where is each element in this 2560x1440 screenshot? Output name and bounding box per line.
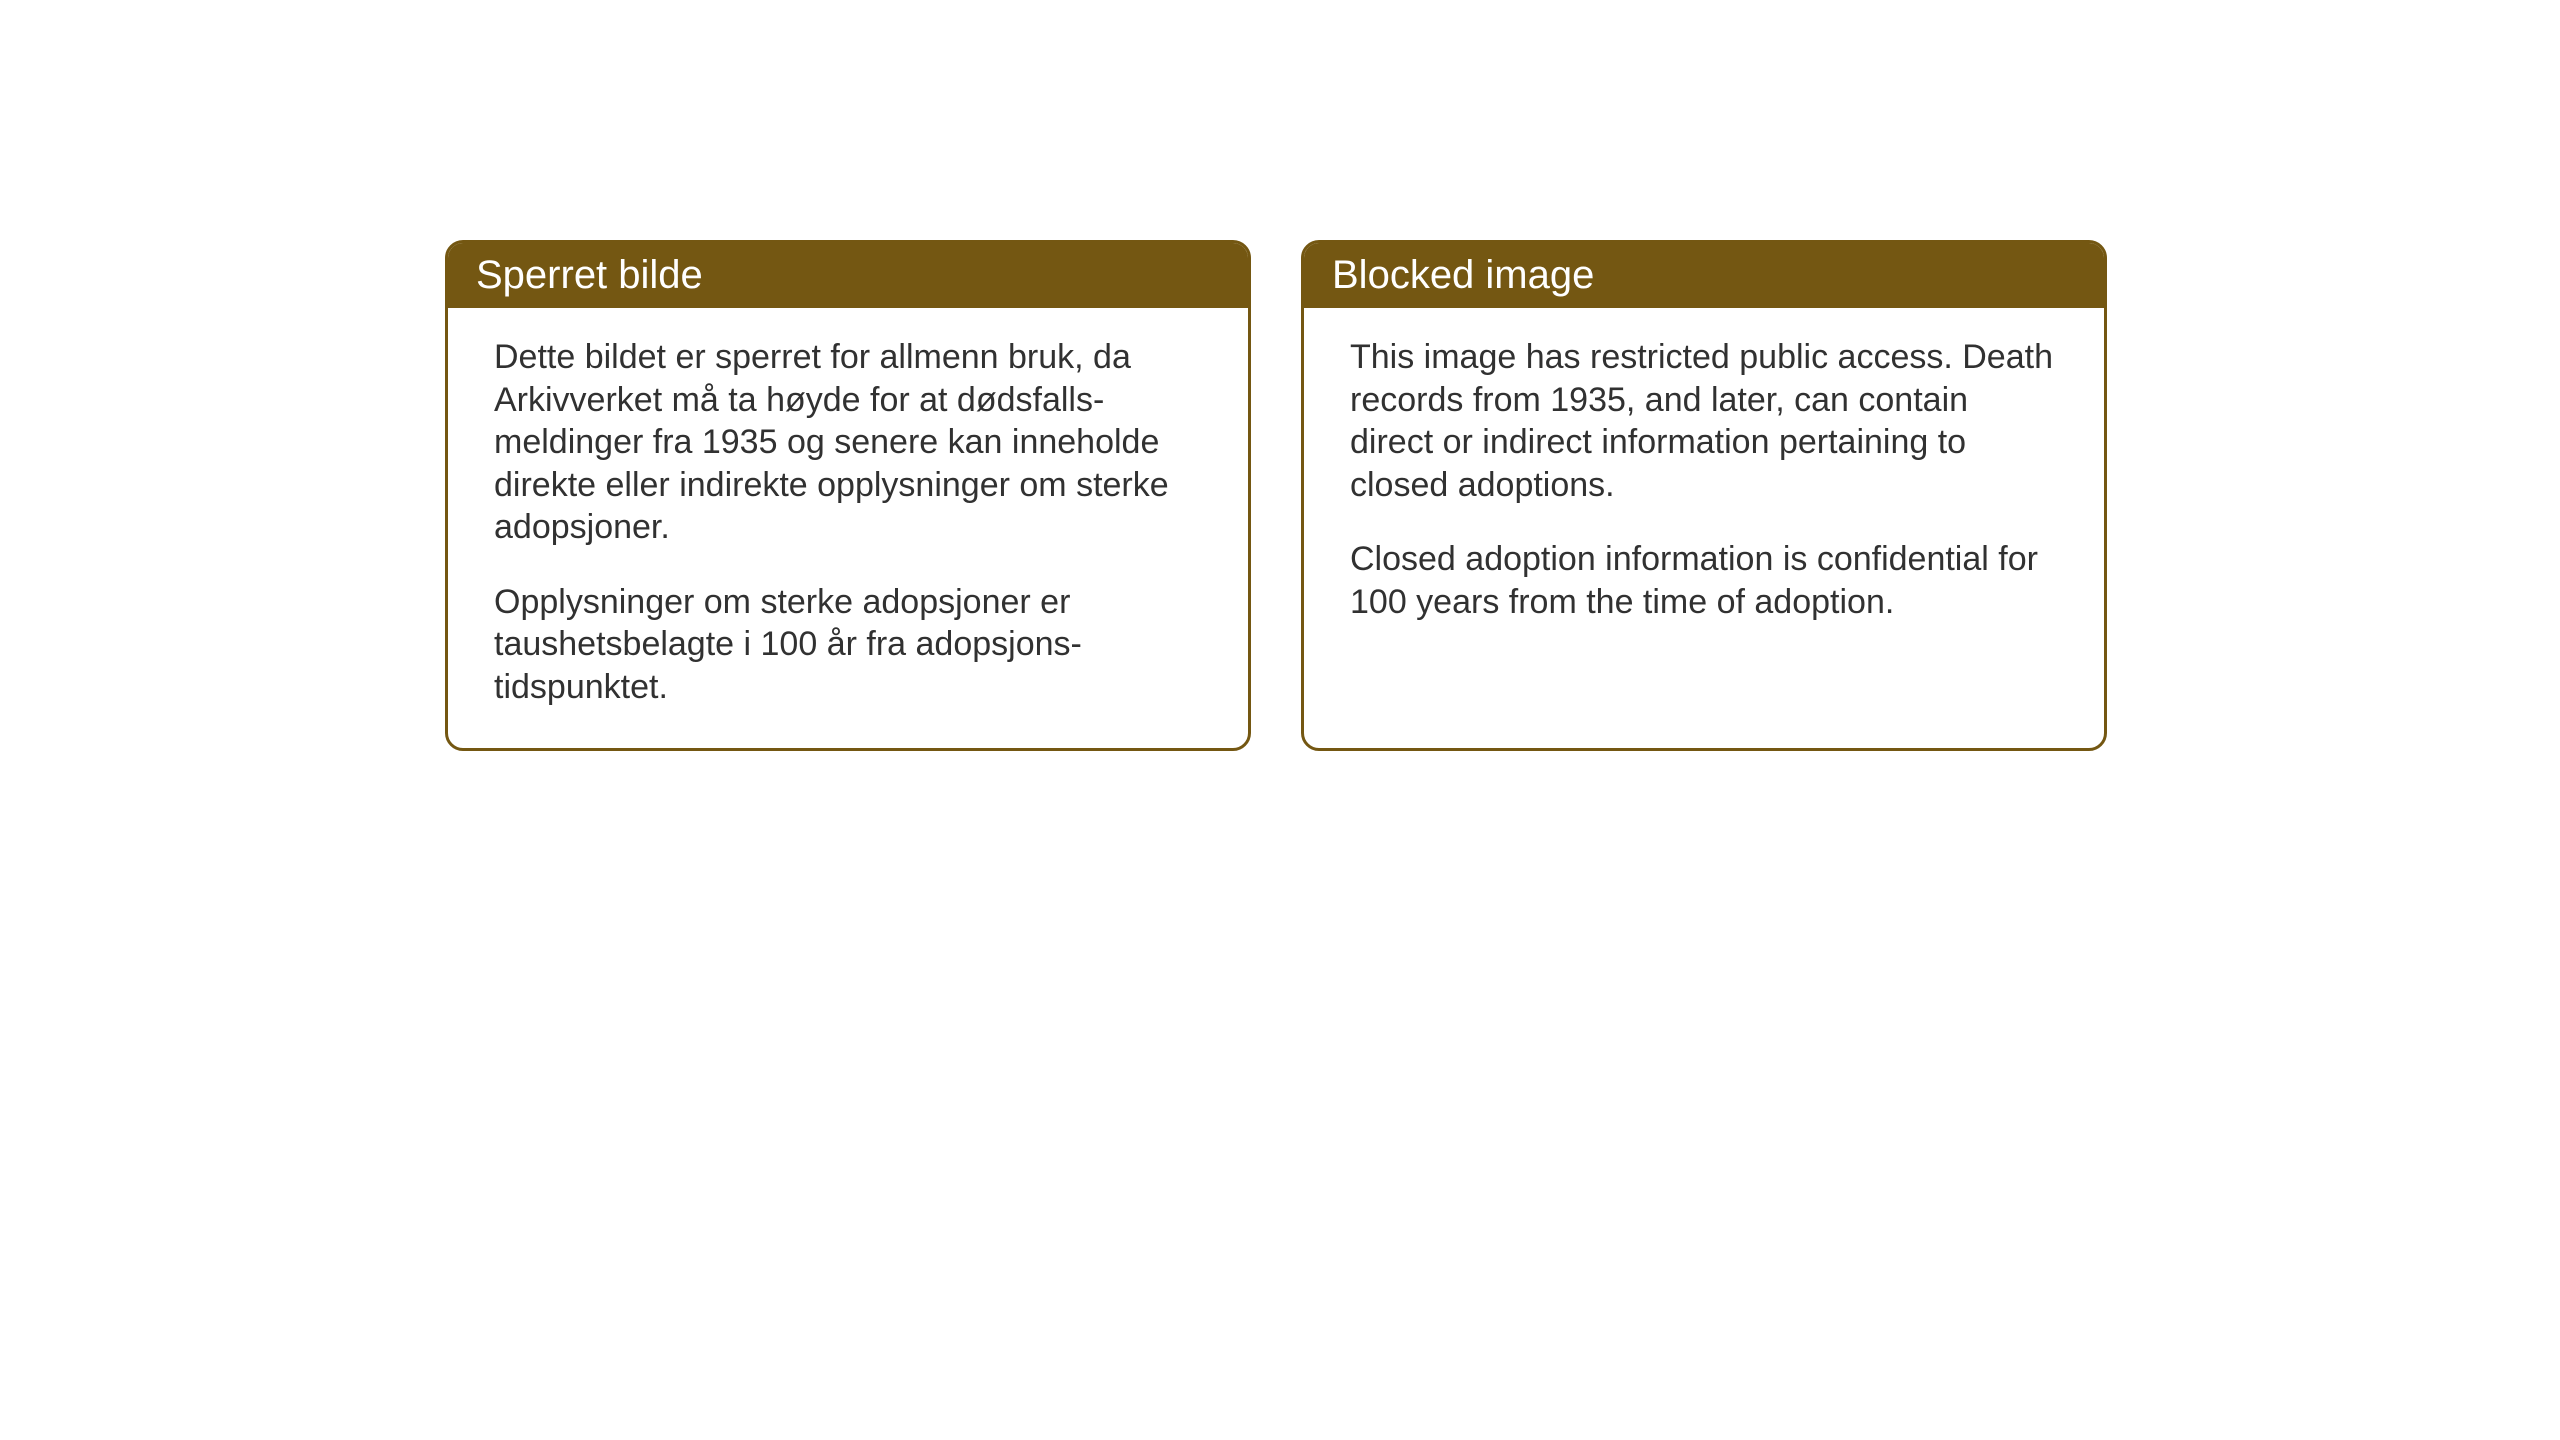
info-card-english: Blocked image This image has restricted … <box>1301 240 2107 751</box>
info-card-norwegian: Sperret bilde Dette bildet er sperret fo… <box>445 240 1251 751</box>
card-header-english: Blocked image <box>1304 243 2104 308</box>
paragraph-text: Opplysninger om sterke adopsjoner er tau… <box>494 581 1202 709</box>
card-container: Sperret bilde Dette bildet er sperret fo… <box>0 0 2560 751</box>
card-body-norwegian: Dette bildet er sperret for allmenn bruk… <box>448 308 1248 748</box>
card-title-english: Blocked image <box>1332 253 1594 297</box>
paragraph-text: Closed adoption information is confident… <box>1350 538 2058 623</box>
card-body-english: This image has restricted public access.… <box>1304 308 2104 723</box>
paragraph-text: Dette bildet er sperret for allmenn bruk… <box>494 336 1202 549</box>
card-title-norwegian: Sperret bilde <box>476 253 703 297</box>
card-header-norwegian: Sperret bilde <box>448 243 1248 308</box>
paragraph-text: This image has restricted public access.… <box>1350 336 2058 506</box>
